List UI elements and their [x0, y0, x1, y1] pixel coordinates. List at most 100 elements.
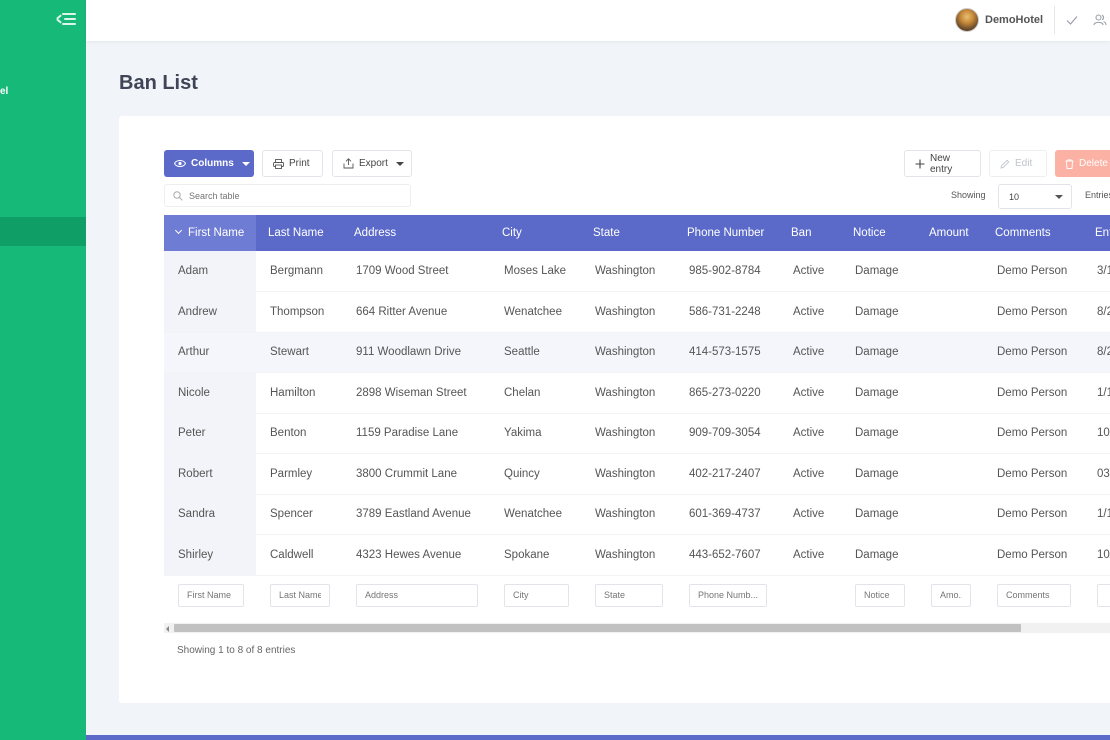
table-cell: Active [779, 413, 841, 454]
table-cell: Washington [581, 332, 675, 373]
table-cell: Damage [841, 372, 917, 414]
table-row[interactable]: Nicole Hamilton 2898 Wiseman Street Chelan W… [164, 372, 1110, 414]
filter-cell [1083, 575, 1110, 615]
export-label: Export [359, 158, 388, 169]
table-cell: 586-731-2248 [675, 291, 779, 333]
delete-button[interactable]: Delete [1055, 150, 1110, 177]
column-header[interactable]: Ban [779, 215, 841, 251]
column-filter-input[interactable] [356, 583, 478, 607]
table-cell: 4323 Hewes Avenue [342, 534, 490, 576]
menu-collapse-icon[interactable] [56, 11, 76, 27]
column-header[interactable]: State [581, 215, 675, 251]
sidebar-item-active[interactable] [0, 217, 86, 246]
table-cell: Washington [581, 372, 675, 414]
column-filter-input[interactable] [931, 583, 971, 607]
table-row[interactable]: Robert Parmley 3800 Crummit Lane Quincy Wash… [164, 453, 1110, 495]
export-button[interactable]: Export [332, 150, 412, 177]
table-cell: Thompson [256, 291, 342, 333]
table-cell: Active [779, 332, 841, 373]
column-header[interactable]: Entry [1083, 215, 1110, 251]
ban-list-table: First Name Last Name Address City State Phone… [164, 215, 1110, 615]
column-header[interactable]: Amount [917, 215, 983, 251]
column-filter-input[interactable] [1097, 583, 1110, 607]
column-header[interactable]: City [490, 215, 581, 251]
edit-button[interactable]: Edit [989, 150, 1047, 177]
scroll-left-icon[interactable] [166, 626, 169, 632]
column-header-label: Amount [929, 227, 969, 239]
table-cell: 414-573-1575 [675, 332, 779, 373]
table-cell [917, 291, 983, 333]
table-cell: Active [779, 291, 841, 333]
table-cell: 03 [1083, 453, 1110, 495]
columns-label: Columns [191, 158, 234, 169]
table-row[interactable]: Andrew Thompson 664 Ritter Avenue Wenatchee… [164, 291, 1110, 333]
table-cell [917, 251, 983, 292]
filter-cell [490, 575, 581, 615]
table-cell: Arthur [164, 332, 256, 373]
columns-button[interactable]: Columns [164, 150, 254, 177]
table-cell: 911 Woodlawn Drive [342, 332, 490, 373]
column-filter-input[interactable] [689, 583, 767, 607]
column-filter-input[interactable] [178, 583, 244, 607]
column-header-label: Phone Number [687, 227, 765, 239]
check-icon[interactable] [1066, 14, 1078, 26]
table-cell: Robert [164, 453, 256, 495]
table-cell: Washington [581, 494, 675, 535]
column-header[interactable]: Address [342, 215, 490, 251]
table-cell: Demo Person [983, 251, 1083, 292]
table-cell: 10/ [1083, 534, 1110, 576]
table-cell: 8/2 [1083, 332, 1110, 373]
column-filter-input[interactable] [504, 583, 569, 607]
table-cell: Chelan [490, 372, 581, 414]
table-row[interactable]: Sandra Spencer 3789 Eastland Avenue Wenatch… [164, 494, 1110, 535]
column-filter-input[interactable] [270, 583, 330, 607]
column-header-label: Notice [853, 227, 886, 239]
filter-cell [917, 575, 983, 615]
table-cell: Washington [581, 251, 675, 292]
column-header-label: First Name [188, 227, 245, 239]
horizontal-scrollbar[interactable] [164, 623, 1110, 633]
search-input[interactable] [189, 190, 389, 201]
column-filter-input[interactable] [595, 583, 663, 607]
print-button[interactable]: Print [262, 150, 323, 177]
table-row[interactable]: Adam Bergmann 1709 Wood Street Moses Lake Wa… [164, 251, 1110, 292]
pencil-icon [1000, 159, 1010, 169]
table-body: Adam Bergmann 1709 Wood Street Moses Lake Wa… [164, 251, 1110, 615]
table-cell: Washington [581, 291, 675, 333]
table-cell: Nicole [164, 372, 256, 414]
printer-icon [273, 158, 284, 169]
column-header-label: State [593, 227, 620, 239]
column-header[interactable]: First Name [164, 215, 256, 251]
table-cell: Active [779, 251, 841, 292]
sidebar-brand-fragment: el [0, 86, 9, 97]
hotel-name[interactable]: DemoHotel [985, 14, 1044, 26]
table-cell: Demo Person [983, 291, 1083, 333]
table-header-row: First Name Last Name Address City State Phone… [164, 215, 1110, 251]
table-cell: 1159 Paradise Lane [342, 413, 490, 454]
table-row[interactable]: Shirley Caldwell 4323 Hewes Avenue Spokane W… [164, 534, 1110, 576]
table-container: First Name Last Name Address City State Phone… [164, 215, 1110, 615]
table-cell: 664 Ritter Avenue [342, 291, 490, 333]
new-entry-button[interactable]: New entry [904, 150, 981, 177]
table-row[interactable]: Arthur Stewart 911 Woodlawn Drive Seattle Wa… [164, 332, 1110, 373]
scrollbar-thumb[interactable] [174, 624, 1021, 632]
avatar[interactable] [955, 8, 979, 32]
users-icon[interactable] [1093, 13, 1107, 27]
table-row[interactable]: Peter Benton 1159 Paradise Lane Yakima Washi… [164, 413, 1110, 454]
table-cell: Wenatchee [490, 291, 581, 333]
column-filter-input[interactable] [855, 583, 905, 607]
table-cell: Bergmann [256, 251, 342, 292]
column-header[interactable]: Last Name [256, 215, 342, 251]
table-cell: Parmley [256, 453, 342, 495]
column-header[interactable]: Comments [983, 215, 1083, 251]
table-cell: Spokane [490, 534, 581, 576]
column-header[interactable]: Notice [841, 215, 917, 251]
entries-select[interactable]: 10 [998, 184, 1072, 209]
column-header[interactable]: Phone Number [675, 215, 779, 251]
table-cell: 1/19 [1083, 494, 1110, 535]
table-cell: Damage [841, 332, 917, 373]
table-cell: Damage [841, 534, 917, 576]
table-cell: Spencer [256, 494, 342, 535]
column-filter-input[interactable] [997, 583, 1071, 607]
table-cell: Shirley [164, 534, 256, 576]
